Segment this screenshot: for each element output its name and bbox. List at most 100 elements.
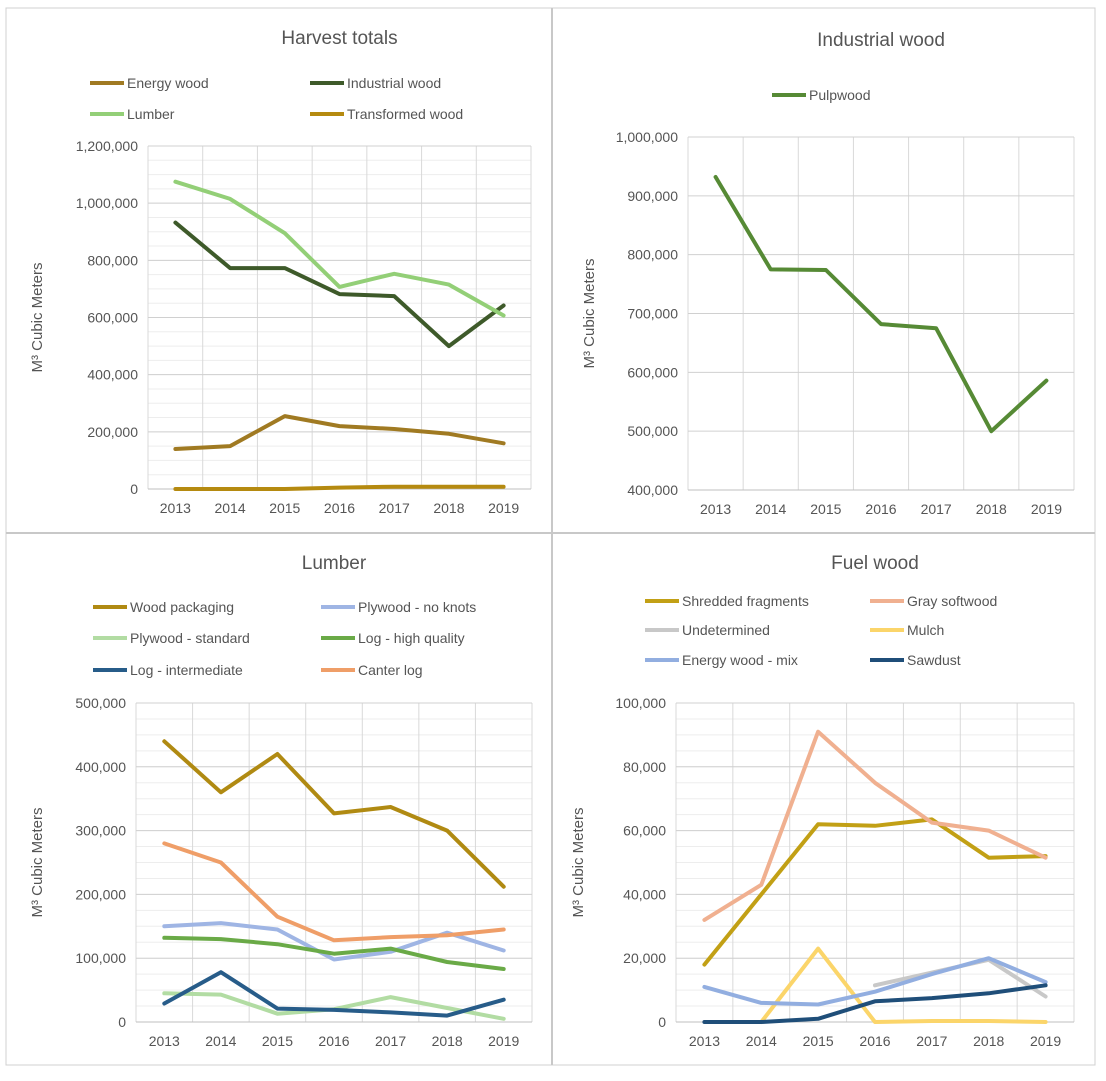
x-tick-label: 2019 xyxy=(488,500,519,516)
y-tick-label: 60,000 xyxy=(623,823,666,839)
x-tick-label: 2016 xyxy=(865,501,896,517)
series-line-canter-log xyxy=(162,841,506,943)
y-tick-label: 400,000 xyxy=(75,759,126,775)
x-tick-label: 2013 xyxy=(149,1033,180,1049)
x-tick-label: 2016 xyxy=(859,1033,890,1049)
x-tick-label: 2014 xyxy=(205,1033,236,1049)
x-tick-label: 2015 xyxy=(269,500,300,516)
y-tick-label: 900,000 xyxy=(627,188,678,204)
legend-label: Log - intermediate xyxy=(130,662,243,678)
series-line-wood-packaging xyxy=(162,739,506,889)
legend-label: Energy wood xyxy=(127,75,209,91)
chart-harvest: Harvest totals 0 200,000 400,000 600,000 800,… xyxy=(29,28,532,516)
legend-label: Gray softwood xyxy=(907,593,997,609)
series-line-shredded-fragments xyxy=(702,817,1048,967)
series-line-sawdust xyxy=(702,983,1048,1024)
y-tick-label: 1,000,000 xyxy=(616,129,678,145)
series-line-transformed-wood xyxy=(173,484,506,491)
y-tick-label: 400,000 xyxy=(627,482,678,498)
legend-label: Lumber xyxy=(127,106,175,122)
y-tick-label: 0 xyxy=(130,481,138,497)
legend-label: Canter log xyxy=(358,662,423,678)
y-tick-label: 100,000 xyxy=(615,695,666,711)
legend-label: Industrial wood xyxy=(347,75,441,91)
x-tick-label: 2013 xyxy=(700,501,731,517)
y-tick-label: 20,000 xyxy=(623,950,666,966)
x-tick-label: 2016 xyxy=(318,1033,349,1049)
series-line-plywood-no-knots xyxy=(162,921,506,962)
legend-label: Mulch xyxy=(907,622,944,638)
x-tick-label: 2014 xyxy=(214,500,245,516)
legend-label: Log - high quality xyxy=(358,630,465,646)
y-tick-label: 200,000 xyxy=(75,886,126,902)
series-line-energy-wood xyxy=(173,414,506,451)
y-axis-label: M³ Cubic Meters xyxy=(581,258,598,368)
legend-label: Energy wood - mix xyxy=(682,652,798,668)
chart-title: Harvest totals xyxy=(281,28,397,49)
series-line-pulpwood xyxy=(713,175,1049,434)
x-tick-label: 2013 xyxy=(689,1033,720,1049)
x-tick-label: 2018 xyxy=(973,1033,1004,1049)
y-tick-label: 500,000 xyxy=(627,423,678,439)
y-tick-label: 500,000 xyxy=(75,695,126,711)
x-tick-label: 2014 xyxy=(755,501,786,517)
y-tick-label: 600,000 xyxy=(627,364,678,380)
series-line-mulch xyxy=(759,946,1048,1024)
x-tick-label: 2013 xyxy=(160,500,191,516)
chart-title: Industrial wood xyxy=(817,30,945,51)
chart-title: Fuel wood xyxy=(831,553,919,574)
y-tick-label: 80,000 xyxy=(623,759,666,775)
y-tick-label: 1,000,000 xyxy=(76,195,138,211)
legend-label: Plywood - no knots xyxy=(358,599,476,615)
chart-title: Lumber xyxy=(302,553,367,574)
legend-label: Undetermined xyxy=(682,622,770,638)
legend-label: Transformed wood xyxy=(347,106,463,122)
y-tick-label: 700,000 xyxy=(627,306,678,322)
y-tick-label: 0 xyxy=(118,1014,126,1030)
series-line-log-high-quality xyxy=(162,935,506,971)
outer-frame xyxy=(5,7,1096,1066)
y-tick-label: 200,000 xyxy=(87,424,138,440)
x-tick-label: 2017 xyxy=(921,501,952,517)
y-tick-label: 100,000 xyxy=(75,950,126,966)
x-tick-label: 2016 xyxy=(324,500,355,516)
legend-label: Pulpwood xyxy=(809,87,871,103)
y-axis-label: M³ Cubic Meters xyxy=(570,807,587,917)
y-tick-label: 40,000 xyxy=(623,886,666,902)
x-tick-label: 2015 xyxy=(803,1033,834,1049)
y-tick-label: 800,000 xyxy=(87,252,138,268)
series-line-lumber xyxy=(173,179,506,318)
x-tick-label: 2018 xyxy=(432,1033,463,1049)
chart-fuel: Fuel wood 0 20,000 40,000 60,000 80,000 100,00… xyxy=(570,553,1075,1049)
series-line-energy-wood-mix xyxy=(702,956,1048,1007)
chart-industrial: Industrial wood 400,000 500,000 600,000 700,… xyxy=(581,30,1075,517)
x-tick-label: 2015 xyxy=(810,501,841,517)
legend-label: Plywood - standard xyxy=(130,630,250,646)
x-tick-label: 2018 xyxy=(976,501,1007,517)
legend-label: Shredded fragments xyxy=(682,593,809,609)
y-axis-label: M³ Cubic Meters xyxy=(29,807,46,917)
series-line-gray-softwood xyxy=(702,729,1048,922)
y-tick-label: 800,000 xyxy=(627,247,678,263)
x-tick-label: 2015 xyxy=(262,1033,293,1049)
x-tick-label: 2019 xyxy=(488,1033,519,1049)
x-tick-label: 2018 xyxy=(433,500,464,516)
chart-lumber: Lumber 0 100,000 200,000 300,000 400,000 500,0… xyxy=(29,553,533,1049)
y-axis-label: M³ Cubic Meters xyxy=(29,262,46,372)
y-tick-label: 0 xyxy=(658,1014,666,1030)
y-tick-label: 1,200,000 xyxy=(76,138,138,154)
series-line-industrial-wood xyxy=(173,220,506,349)
legend-label: Wood packaging xyxy=(130,599,234,615)
series-line-log-intermediate xyxy=(162,970,506,1018)
y-tick-label: 600,000 xyxy=(87,310,138,326)
x-tick-label: 2019 xyxy=(1031,501,1062,517)
y-tick-label: 300,000 xyxy=(75,823,126,839)
y-tick-label: 400,000 xyxy=(87,367,138,383)
x-tick-label: 2014 xyxy=(746,1033,777,1049)
x-tick-label: 2017 xyxy=(375,1033,406,1049)
x-tick-label: 2017 xyxy=(379,500,410,516)
x-tick-label: 2017 xyxy=(916,1033,947,1049)
x-tick-label: 2019 xyxy=(1030,1033,1061,1049)
